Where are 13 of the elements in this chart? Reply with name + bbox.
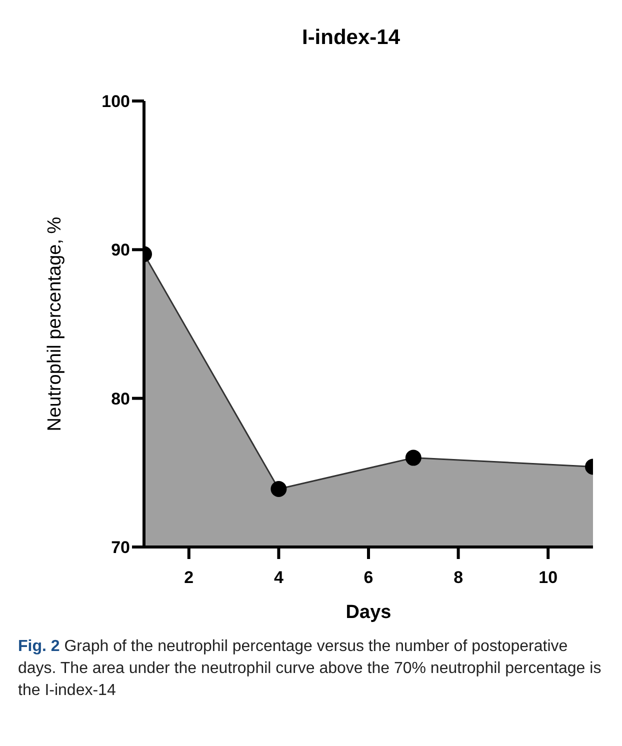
y-axis-title: Neutrophil percentage, % xyxy=(44,216,66,432)
x-tick-label: 2 xyxy=(184,568,194,588)
x-axis-title: Days xyxy=(346,602,392,623)
y-tick-label: 90 xyxy=(111,240,130,260)
x-tick-label: 10 xyxy=(538,568,558,588)
y-tick-label: 70 xyxy=(111,538,130,558)
caption: Fig. 2 Graph of the neutrophil percentage versus the number of postoperative days. The area under the neutrophil curve above the 70% neutrophil percentage is the I-index-14 xyxy=(17,637,602,701)
x-tick-label: 8 xyxy=(454,568,464,588)
x-tick-label: 4 xyxy=(274,568,284,588)
x-tick-label: 6 xyxy=(364,568,374,588)
y-tick-label: 80 xyxy=(111,389,130,408)
chart-title: I-index-14 xyxy=(300,25,402,51)
y-tick-label: 100 xyxy=(102,92,130,112)
